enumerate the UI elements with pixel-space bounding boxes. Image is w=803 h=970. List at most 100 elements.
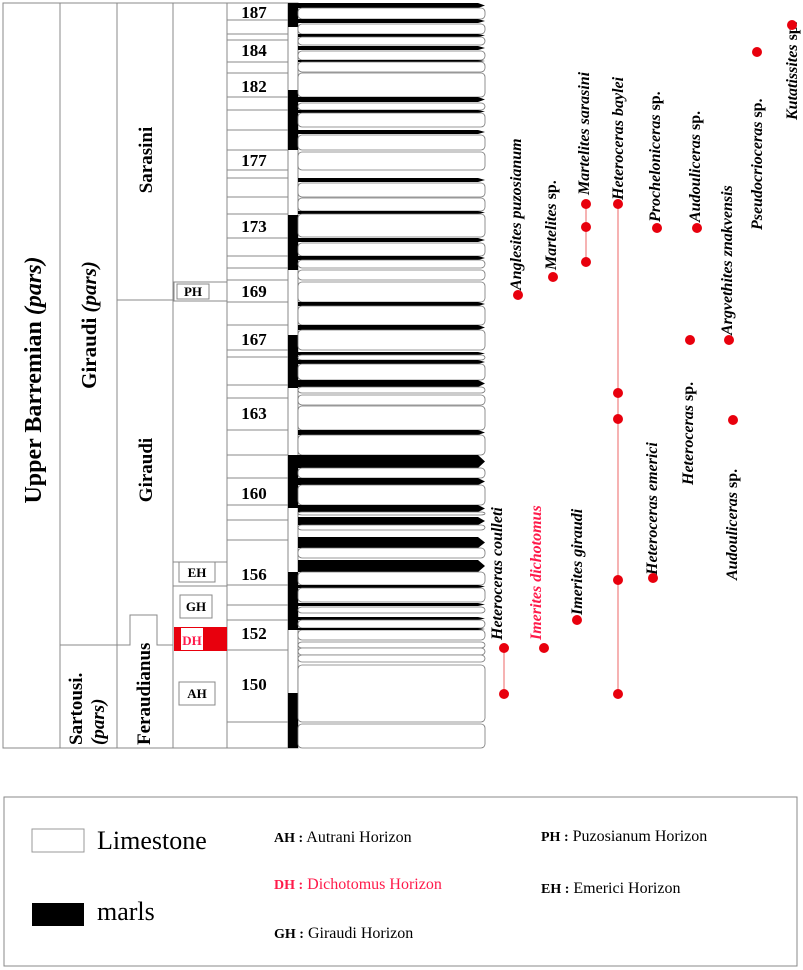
marl-bed <box>298 517 485 525</box>
limestone-bed <box>297 305 486 326</box>
occurrence-dot <box>613 414 623 424</box>
marl-strip-segment <box>288 693 298 748</box>
svg-text:EH: EH <box>188 565 207 580</box>
occurrence-dot <box>499 643 509 653</box>
svg-text:GH: GH <box>186 599 206 614</box>
zone-sartousi-label: Sartousi. <box>66 673 87 745</box>
svg-text:PH: PH <box>184 284 202 299</box>
occurrence-dot <box>613 689 623 699</box>
taxon: Imerites giraudi <box>569 508 586 625</box>
marl-bed <box>298 430 485 435</box>
marl-bed <box>298 211 485 214</box>
limestone-bed <box>297 72 486 98</box>
horizon-eh: EH <box>173 561 227 583</box>
marl-bed <box>298 325 485 330</box>
taxon-name: Pseudocriocerassp. <box>749 98 766 231</box>
taxon-name: Argvethites znakvensis <box>719 185 736 336</box>
limestone-bed <box>297 619 486 629</box>
occurrence-dot <box>724 335 734 345</box>
limestone-bed <box>297 182 486 198</box>
marl-bed <box>298 19 485 23</box>
bed-number: 187 <box>241 3 267 22</box>
svg-text:DH: DH <box>182 633 202 648</box>
occurrence-dot <box>787 20 797 30</box>
marl-bed <box>298 560 485 572</box>
limestone-bed <box>297 664 486 723</box>
range-lines <box>503 204 619 694</box>
subzone-giraudi-label: Giraudi <box>136 438 157 502</box>
legend: Limestone marls AH : Autrani Horizon DH … <box>3 796 798 967</box>
bed-number: 150 <box>241 675 267 694</box>
limestone-bed <box>297 484 486 506</box>
horizon-ph: PH <box>173 281 228 302</box>
taxon-name: Heteroceras emerici <box>644 442 661 576</box>
marl-bed <box>298 238 485 242</box>
bed-boundaries <box>227 19 288 723</box>
legend-dh: DH : Dichotomus Horizon <box>274 876 442 893</box>
taxon: Prochelonicerassp. <box>647 91 664 233</box>
limestone-bed <box>297 629 486 641</box>
occurrence-dot <box>728 415 738 425</box>
limestone-bed <box>297 547 486 559</box>
taxon-name: Heterocerassp. <box>680 382 697 486</box>
marl-strip-segment <box>288 215 298 270</box>
marl-bed <box>298 455 485 468</box>
limestone-bed <box>297 281 486 303</box>
occurrence-dot <box>692 223 702 233</box>
occurrence-dot <box>752 47 762 57</box>
occurrence-dot <box>613 199 623 209</box>
taxon-name: Audoulicerassp. <box>687 111 704 223</box>
marl-bed <box>298 537 485 548</box>
taxon: Argvethites znakvensis <box>719 185 736 345</box>
svg-text:AH: AH <box>187 686 207 701</box>
occurrence-dot <box>513 290 523 300</box>
marl-bed <box>298 603 485 606</box>
limestone-bed <box>297 386 486 394</box>
bed-number: 177 <box>241 151 267 170</box>
bed-numbers: 187 184 182 177 173 169 167 163 160 156 152 150 <box>241 3 267 694</box>
taxon-name: Kutatissitessp. <box>784 21 801 121</box>
occurrence-dot <box>652 223 662 233</box>
lithology-column <box>287 2 486 749</box>
occurrence-dot <box>613 575 623 585</box>
marl-bed <box>298 110 485 113</box>
occurrence-dot <box>539 643 549 653</box>
horizon-dh: DH <box>174 627 227 651</box>
limestone-bed <box>297 197 486 212</box>
limestone-swatch <box>31 828 85 853</box>
taxon: Heteroceras baylei <box>610 76 627 699</box>
taxon: Heteroceras emerici <box>644 442 661 583</box>
bed-number: 184 <box>241 41 267 60</box>
taxa-occurrences: Heteroceras coulleti Imerites dichotomus I… <box>489 20 801 699</box>
marl-bed <box>298 302 485 306</box>
limestone-bed <box>297 329 486 351</box>
limestone-bed <box>297 467 486 479</box>
limestone-bed <box>297 641 486 649</box>
occurrence-dot <box>581 199 591 209</box>
taxon-name: Imerites dichotomus <box>528 505 545 641</box>
legend-ph: PH : Puzosianum Horizon <box>541 828 707 845</box>
limestone-bed <box>297 7 486 20</box>
taxon-name: Heteroceras coulleti <box>489 507 506 641</box>
marl-bed <box>298 97 485 102</box>
limestone-bed <box>297 112 486 128</box>
marl-bed <box>298 478 485 485</box>
marl-strip-segment <box>288 335 298 388</box>
marl-bed <box>298 380 485 387</box>
bed-number: 160 <box>241 484 267 503</box>
legend-ah: AH : Autrani Horizon <box>274 829 412 846</box>
subzone-sarasini-label: Sarasini <box>136 127 157 194</box>
zone-giraudi-label: Giraudi (pars) <box>77 261 101 389</box>
limestone-bed <box>297 102 486 111</box>
marl-bed <box>298 60 485 62</box>
marl-bed <box>298 3 485 8</box>
occurrence-dot <box>581 257 591 267</box>
legend-eh: EH : Emerici Horizon <box>541 880 680 897</box>
marl-bed <box>298 360 485 364</box>
marl-bed <box>298 617 485 620</box>
limestone-bed <box>297 363 486 381</box>
marl-bed <box>298 256 485 260</box>
marls-swatch <box>32 903 84 926</box>
taxon-name: Heteroceras baylei <box>610 76 627 201</box>
limestone-bed <box>297 36 486 46</box>
